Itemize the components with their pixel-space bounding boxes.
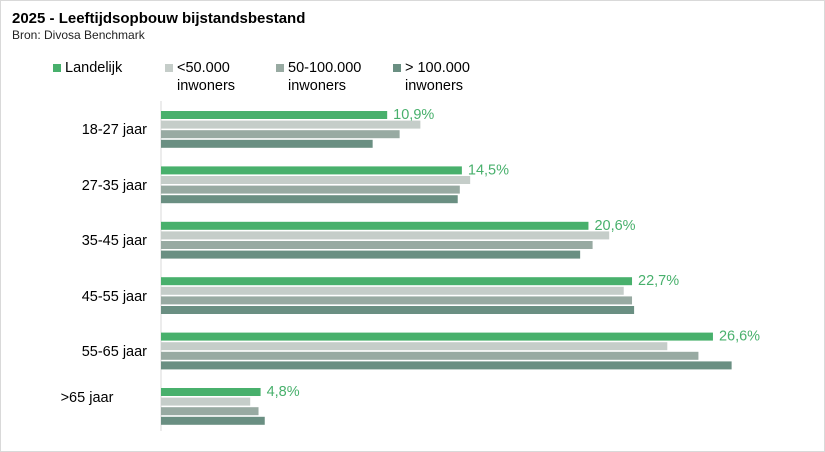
bar-series-3-cat-2 — [161, 250, 581, 259]
legend-label: 50-100.000 inwoners — [288, 60, 362, 94]
legend-label: <50.000 inwoners — [177, 60, 236, 94]
bar-series-1-cat-2 — [161, 231, 610, 240]
data-label: 22,7% — [638, 273, 679, 289]
category-label: 55-65 jaar — [81, 344, 147, 360]
bar-series-2-cat-4 — [161, 351, 699, 360]
category-label: 45-55 jaar — [81, 289, 147, 305]
bar-series-2-cat-3 — [161, 296, 633, 305]
bar-series-2-cat-1 — [161, 185, 460, 194]
bar-series-0-cat-2 — [161, 221, 589, 230]
data-label: 4,8% — [267, 384, 300, 400]
bar-series-2-cat-5 — [161, 407, 259, 416]
legend-label: Landelijk — [65, 60, 123, 76]
legend-item-50-100k: 50-100.000 inwoners — [276, 59, 376, 95]
data-label: 10,9% — [393, 107, 434, 123]
bar-series-0-cat-3 — [161, 277, 633, 286]
bar-series-1-cat-4 — [161, 342, 668, 351]
legend-swatch — [393, 64, 401, 72]
legend-item-gt100k: > 100.000 inwoners — [393, 59, 493, 95]
data-label: 26,6% — [719, 329, 760, 345]
bar-series-1-cat-0 — [161, 120, 421, 129]
category-label: 35-45 jaar — [81, 233, 147, 249]
bar-series-3-cat-4 — [161, 361, 732, 370]
legend-item-landelijk: Landelijk — [53, 59, 122, 77]
data-label: 20,6% — [594, 218, 635, 234]
legend-item-lt50k: <50.000 inwoners — [165, 59, 255, 95]
chart-subtitle: Bron: Divosa Benchmark — [12, 28, 145, 42]
legend-label: > 100.000 inwoners — [405, 60, 470, 94]
chart-title: 2025 - Leeftijdsopbouw bijstandsbestand — [12, 10, 306, 27]
legend-swatch — [276, 64, 284, 72]
bar-series-2-cat-0 — [161, 130, 400, 139]
bar-series-3-cat-3 — [161, 306, 635, 314]
category-label: >65 jaar — [60, 390, 114, 406]
bar-series-1-cat-3 — [161, 286, 624, 295]
bar-series-3-cat-1 — [161, 195, 458, 204]
bar-series-1-cat-5 — [161, 397, 251, 406]
category-label: 27-35 jaar — [81, 178, 147, 194]
legend-swatch — [165, 64, 173, 72]
bar-series-2-cat-2 — [161, 241, 593, 249]
bar-series-1-cat-1 — [161, 176, 471, 184]
bar-series-0-cat-5 — [161, 388, 261, 396]
category-label: 18-27 jaar — [81, 122, 147, 138]
legend-swatch — [53, 64, 61, 72]
bar-series-0-cat-4 — [161, 332, 713, 341]
bar-series-3-cat-5 — [161, 416, 265, 425]
data-label: 14,5% — [468, 162, 509, 178]
bar-series-3-cat-0 — [161, 139, 373, 148]
bar-series-0-cat-1 — [161, 166, 462, 175]
bar-series-0-cat-0 — [161, 111, 388, 119]
